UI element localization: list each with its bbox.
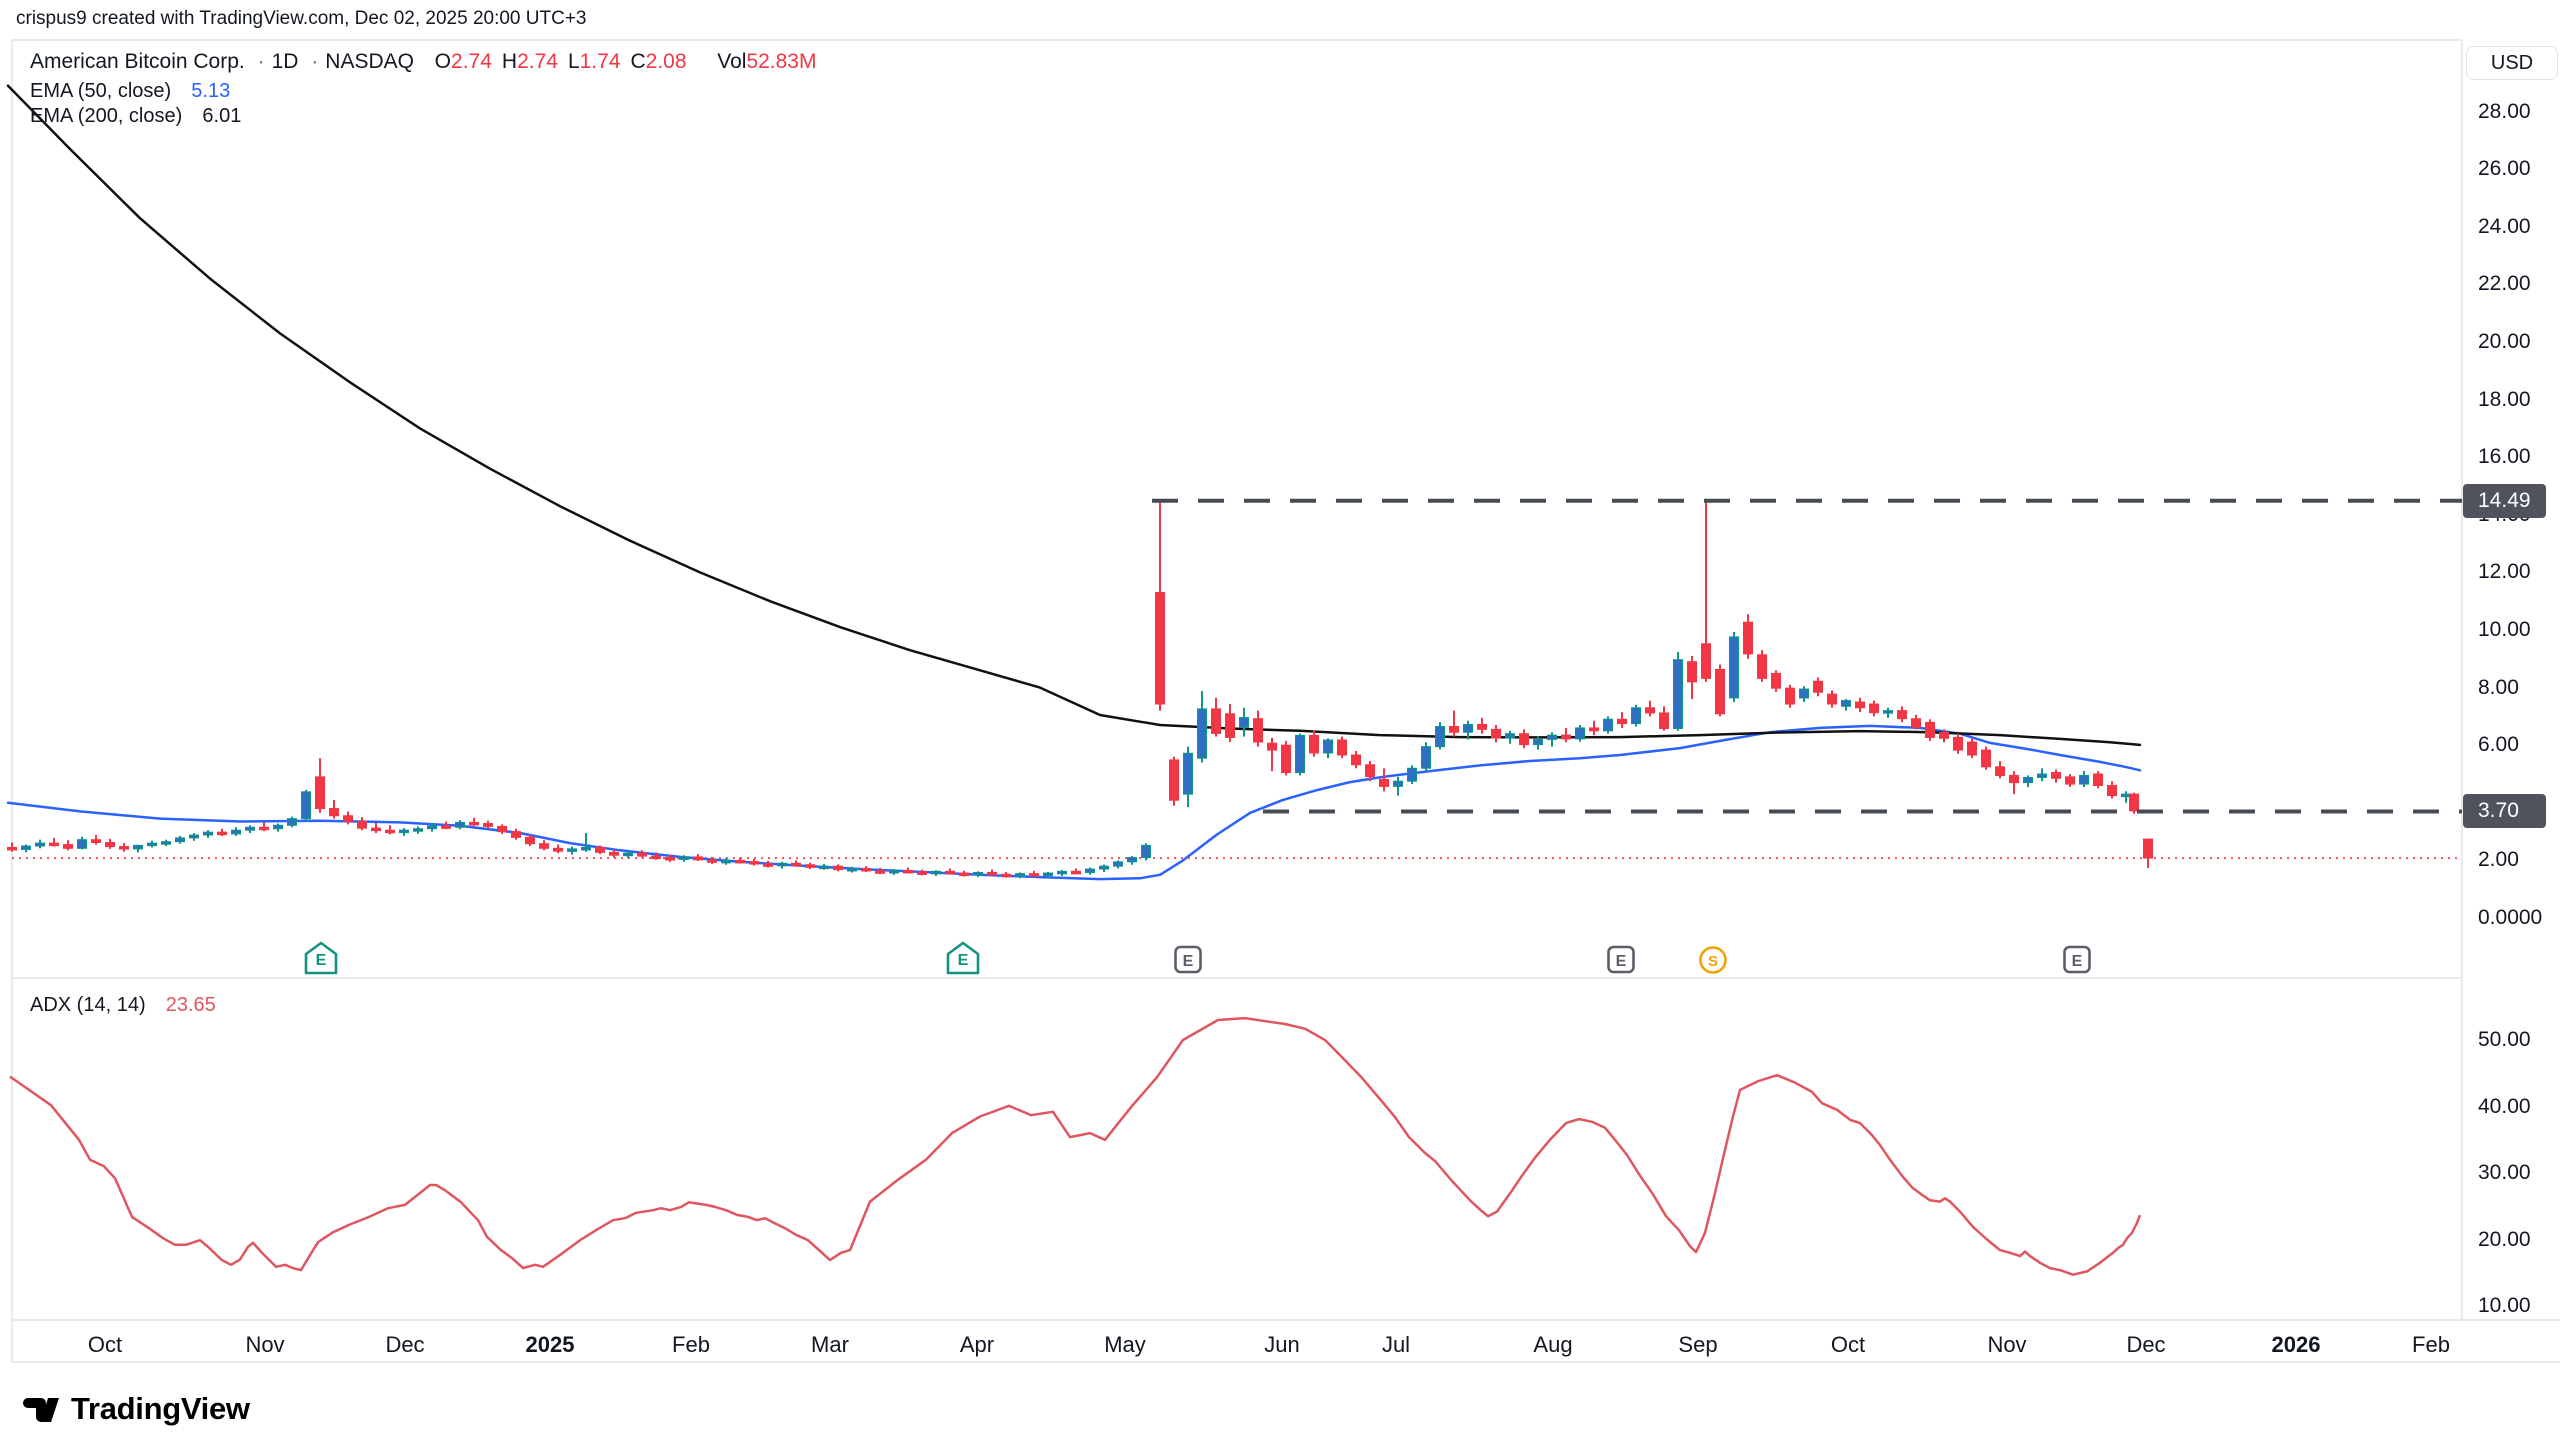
time-tick-label: Dec	[2126, 1332, 2166, 1357]
svg-text:E: E	[1616, 953, 1627, 970]
price-tick-label: 16.00	[2478, 445, 2531, 469]
ohlc-item: O2.74	[434, 50, 492, 73]
price-tick-label: 6.00	[2478, 733, 2519, 757]
time-tick-label: Jul	[1381, 1332, 1411, 1357]
price-tick-label: 28.00	[2478, 99, 2531, 123]
symbol-interval[interactable]: 1D	[271, 50, 299, 73]
time-tick-label: Dec	[385, 1332, 425, 1357]
time-tick-label: Mar	[811, 1332, 849, 1357]
adx-tick-label: 30.00	[2478, 1161, 2531, 1184]
earnings-reported-marker[interactable]: E	[1607, 945, 1635, 974]
credit-line: crispus9 created with TradingView.com, D…	[16, 8, 587, 29]
ema50-legend[interactable]: EMA (50, close) 5.13	[30, 80, 230, 103]
earnings-reported-marker[interactable]: E	[2063, 945, 2091, 974]
time-tick-label: Nov	[245, 1332, 285, 1357]
svg-text:E: E	[316, 952, 327, 969]
price-tick-label: 10.00	[2478, 618, 2531, 641]
stock-split-marker[interactable]: S	[1699, 946, 1727, 974]
ohlc-item: H2.74	[501, 50, 558, 73]
svg-text:E: E	[1183, 953, 1194, 970]
svg-text:S: S	[1708, 953, 1718, 970]
price-level-badge: 14.49	[2463, 483, 2546, 518]
adx-tick-label: 20.00	[2478, 1227, 2531, 1251]
adx-tick-label: 40.00	[2478, 1094, 2531, 1118]
time-tick-label: Sep	[1678, 1332, 1718, 1357]
time-tick-label: May	[1104, 1332, 1146, 1357]
time-tick-label: 2025	[525, 1332, 575, 1357]
volume-label: Vol	[717, 50, 747, 73]
tradingview-brand-text: TradingView	[71, 1391, 250, 1426]
ema50-value: 5.13	[191, 80, 231, 102]
price-tick-label: 0.0000	[2478, 906, 2543, 929]
symbol-exchange[interactable]: NASDAQ	[325, 50, 414, 73]
earnings-upcoming-marker[interactable]: E	[946, 941, 980, 975]
ema200-value: 6.01	[202, 105, 242, 127]
adx-tick-label: 10.00	[2478, 1294, 2531, 1317]
adx-line[interactable]	[9, 1016, 2142, 1276]
earnings-upcoming-marker[interactable]: E	[304, 941, 338, 975]
symbol-title[interactable]: American Bitcoin Corp.	[30, 50, 245, 73]
tradingview-branding[interactable]: TradingView	[22, 1390, 250, 1428]
price-level-badge: 3.70	[2463, 794, 2546, 829]
ema200-legend[interactable]: EMA (200, close) 6.01	[30, 105, 241, 128]
candles	[7, 500, 2153, 879]
price-tick-label: 22.00	[2478, 272, 2531, 296]
ema50-label: EMA (50, close)	[30, 80, 172, 102]
time-tick-label: Apr	[959, 1332, 995, 1357]
ohlc-item: C2.08	[630, 50, 687, 73]
ohlc-item: L1.74	[567, 50, 621, 73]
legend-separator: ·	[311, 50, 319, 73]
svg-text:E: E	[2072, 953, 2083, 970]
price-tick-label: 20.00	[2478, 330, 2531, 353]
adx-legend[interactable]: ADX (14, 14) 23.65	[30, 994, 216, 1017]
adx-label: ADX (14, 14)	[30, 994, 146, 1016]
time-tick-label: Feb	[672, 1332, 710, 1357]
time-tick-label: Feb	[2412, 1332, 2450, 1357]
ohlc-values: O2.74 H2.74 L1.74 C2.08	[435, 50, 697, 73]
tradingview-logo-icon	[23, 1398, 59, 1422]
adx-value: 23.65	[165, 994, 216, 1016]
symbol-legend[interactable]: American Bitcoin Corp. · 1D · NASDAQ O2.74…	[30, 50, 816, 74]
price-tick-label: 2.00	[2478, 848, 2519, 872]
price-tick-label: 18.00	[2478, 387, 2531, 411]
currency-toggle-button[interactable]: USD	[2466, 46, 2558, 80]
ema-50-line[interactable]	[6, 724, 2142, 881]
svg-text:E: E	[958, 952, 969, 969]
earnings-reported-marker[interactable]: E	[1174, 945, 1202, 974]
time-tick-label: 2026	[2271, 1332, 2321, 1357]
time-tick-label: Aug	[1533, 1332, 1573, 1357]
price-tick-label: 8.00	[2478, 675, 2519, 699]
adx-tick-label: 50.00	[2478, 1028, 2531, 1051]
time-tick-label: Oct	[1830, 1332, 1866, 1357]
time-tick-label: Jun	[1264, 1332, 1300, 1357]
price-tick-label: 12.00	[2478, 560, 2531, 584]
legend-separator: ·	[257, 50, 265, 73]
volume-value: 52.83M	[746, 50, 817, 73]
ema-200-line[interactable]	[6, 84, 2142, 747]
ema200-label: EMA (200, close)	[30, 105, 183, 127]
price-tick-label: 24.00	[2478, 214, 2531, 238]
time-tick-label: Oct	[87, 1332, 123, 1357]
price-tick-label: 26.00	[2478, 157, 2531, 181]
time-tick-label: Nov	[1987, 1332, 2027, 1357]
